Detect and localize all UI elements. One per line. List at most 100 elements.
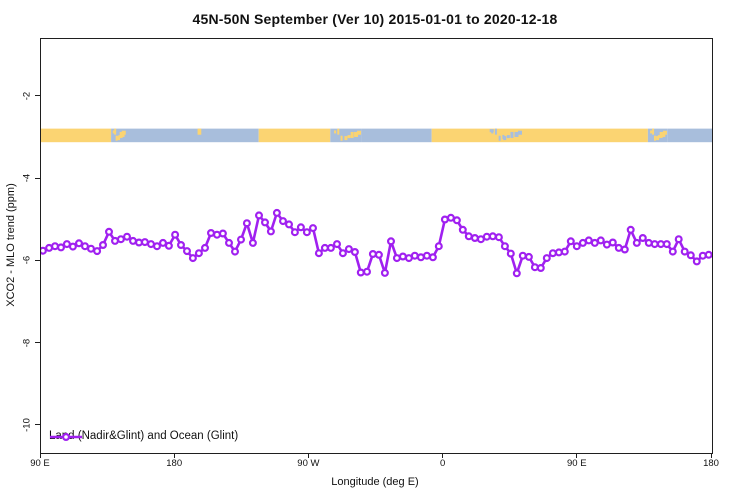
map-band-chip [350, 131, 354, 138]
y-tick-label: -4 [21, 173, 33, 183]
data-point [410, 251, 419, 260]
data-point [434, 242, 443, 251]
data-point [266, 227, 275, 236]
data-point [368, 250, 377, 259]
data-point [261, 218, 270, 227]
map-band-chip [357, 130, 362, 135]
data-point [290, 228, 299, 237]
data-point [387, 237, 396, 246]
data-point [566, 237, 575, 246]
data-point [152, 242, 161, 251]
data-point [51, 242, 60, 251]
map-band-chip [659, 131, 663, 138]
data-point [363, 267, 372, 276]
y-tick-label: -6 [21, 256, 33, 265]
map-band-chip [502, 134, 505, 139]
y-tick-label: -10 [21, 417, 33, 432]
map-band-chip [510, 131, 514, 138]
map-band-chip [347, 135, 351, 139]
map-band-chip [503, 136, 507, 141]
map-band-chip [337, 128, 340, 135]
data-point [470, 234, 479, 243]
map-band-chip [657, 135, 661, 139]
map-band-chip [652, 128, 655, 135]
data-point [572, 242, 581, 251]
y-tick-label: -8 [21, 338, 33, 347]
data-point [272, 208, 281, 217]
data-point [626, 225, 635, 234]
data-point [302, 228, 311, 237]
data-point [596, 236, 605, 245]
data-point [57, 243, 66, 252]
data-point [104, 227, 113, 236]
data-point [201, 243, 210, 252]
data-point [458, 225, 467, 234]
x-tick-label: 90 W [297, 458, 320, 469]
data-point [512, 269, 521, 278]
map-band-chip [112, 130, 115, 134]
x-tick-label: 180 [166, 458, 183, 469]
data-point [632, 238, 641, 247]
data-point [356, 268, 365, 277]
data-point [350, 248, 359, 257]
map-band-chip [498, 135, 501, 141]
data-point [225, 238, 234, 247]
data-point [116, 235, 125, 244]
map-band-chip [662, 130, 667, 135]
legend-marker-icon [50, 432, 82, 442]
data-point [488, 232, 497, 241]
x-tick-mark [576, 453, 578, 458]
x-tick-mark [710, 453, 712, 458]
legend: Land (Nadir&Glint) and Ocean (Glint) [49, 430, 238, 442]
data-point [380, 268, 389, 277]
data-point [650, 240, 659, 249]
legend-label: Land (Nadir&Glint) and Ocean (Glint) [49, 430, 239, 442]
map-band-chip [344, 136, 348, 141]
data-point [620, 245, 629, 254]
data-point [548, 249, 557, 258]
map-band-ocean [667, 128, 712, 143]
y-tick-mark [35, 95, 40, 97]
data-point [608, 238, 617, 247]
data-point [285, 220, 294, 229]
data-point [188, 254, 197, 263]
map-band-chip [494, 128, 497, 135]
y-tick-mark [35, 424, 40, 426]
x-tick-label: 0 [439, 458, 446, 469]
data-point [344, 245, 353, 254]
data-point [314, 249, 323, 258]
data-point [692, 257, 701, 266]
data-point [374, 250, 383, 259]
data-point [662, 240, 671, 249]
data-point [296, 223, 305, 232]
data-point [686, 251, 695, 260]
data-point [309, 224, 318, 233]
x-tick-label: 90 E [567, 458, 587, 469]
map-band-land [431, 128, 648, 143]
data-point [218, 229, 227, 238]
map-band-chip [656, 136, 660, 141]
map-band-chip [514, 131, 519, 137]
data-point [248, 238, 257, 247]
map-band-land [258, 128, 331, 143]
map-band-chip [334, 130, 337, 134]
data-point [500, 242, 509, 251]
data-point [464, 232, 473, 241]
data-point [140, 238, 149, 247]
y-tick-mark [35, 259, 40, 261]
map-band-chip [121, 130, 126, 135]
map-band-chip [119, 131, 123, 138]
data-point [177, 241, 186, 250]
map-band-ocean [361, 128, 432, 143]
x-tick-mark [442, 453, 444, 458]
map-band-ocean [125, 128, 259, 143]
chart-title: 45N-50N September (Ver 10) 2015-01-01 to… [192, 11, 558, 27]
data-point [158, 238, 167, 247]
data-point [326, 243, 335, 252]
data-point [237, 235, 246, 244]
data-point [194, 249, 203, 258]
map-band-chip [340, 135, 343, 141]
data-point [638, 234, 647, 243]
data-point [338, 249, 347, 258]
